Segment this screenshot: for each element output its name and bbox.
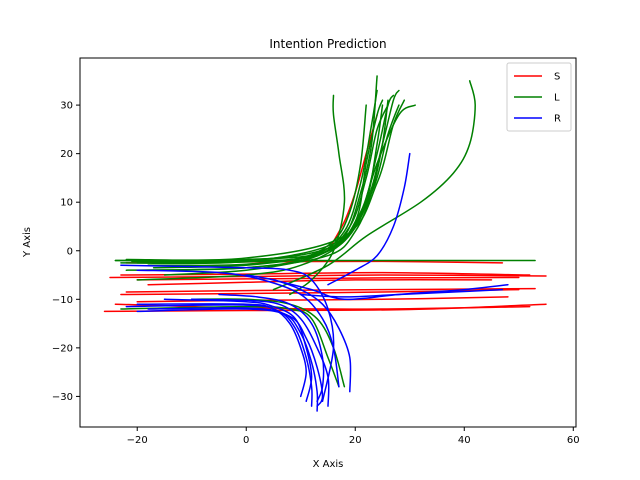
y-tick-label: 0 bbox=[67, 246, 73, 257]
y-tick-label: 20 bbox=[60, 149, 73, 160]
legend-label-L: L bbox=[554, 93, 560, 104]
legend: SLR bbox=[506, 62, 572, 132]
series-R-line bbox=[163, 298, 313, 403]
series-L-line bbox=[136, 104, 384, 281]
y-tick-label: 30 bbox=[60, 101, 73, 112]
legend-label-S: S bbox=[554, 72, 560, 83]
series-S-line bbox=[109, 274, 547, 279]
y-tick-label: −20 bbox=[52, 343, 73, 354]
series-layer bbox=[103, 75, 547, 412]
plot-frame bbox=[79, 57, 577, 428]
series-S-line bbox=[136, 296, 509, 303]
series-R-line bbox=[218, 293, 325, 403]
x-tick-label: 0 bbox=[243, 435, 249, 446]
x-tick-label: −20 bbox=[127, 435, 148, 446]
x-axis: −20 0 20 40 60 bbox=[127, 427, 580, 446]
y-tick-label: 10 bbox=[60, 198, 73, 209]
chart-title: Intention Prediction bbox=[269, 37, 386, 51]
series-R-line bbox=[136, 308, 324, 407]
x-tick-label: 20 bbox=[349, 435, 362, 446]
y-axis-label: Y Axis bbox=[22, 227, 33, 258]
y-tick-label: −30 bbox=[52, 392, 73, 403]
series-R-line bbox=[147, 307, 319, 412]
series-R-line bbox=[120, 264, 335, 403]
y-tick-label: −10 bbox=[52, 295, 73, 306]
x-tick-label: 60 bbox=[567, 435, 580, 446]
x-tick-label: 40 bbox=[458, 435, 471, 446]
series-R-line bbox=[136, 303, 307, 398]
series-L-line bbox=[120, 104, 400, 265]
series-R-line bbox=[327, 152, 411, 286]
series-R-line bbox=[272, 279, 509, 301]
series-R-line bbox=[125, 304, 313, 407]
series-L-line bbox=[125, 99, 389, 271]
y-axis: −30 −20 −10 0 10 20 30 bbox=[52, 101, 80, 403]
series-R-line bbox=[299, 288, 504, 298]
series-L-line bbox=[272, 80, 476, 291]
series-R-group bbox=[120, 152, 509, 412]
x-axis-label: X Axis bbox=[313, 459, 344, 470]
series-S-line bbox=[147, 278, 493, 286]
legend-label-R: R bbox=[554, 114, 561, 125]
series-L-line bbox=[120, 305, 340, 388]
series-S-line bbox=[136, 276, 520, 281]
